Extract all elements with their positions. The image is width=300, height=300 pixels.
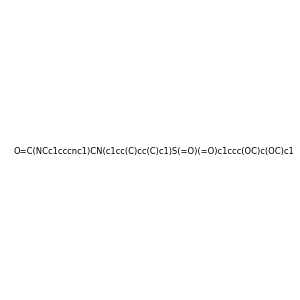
Text: O=C(NCc1cccnc1)CN(c1cc(C)cc(C)c1)S(=O)(=O)c1ccc(OC)c(OC)c1: O=C(NCc1cccnc1)CN(c1cc(C)cc(C)c1)S(=O)(=… — [14, 147, 294, 156]
